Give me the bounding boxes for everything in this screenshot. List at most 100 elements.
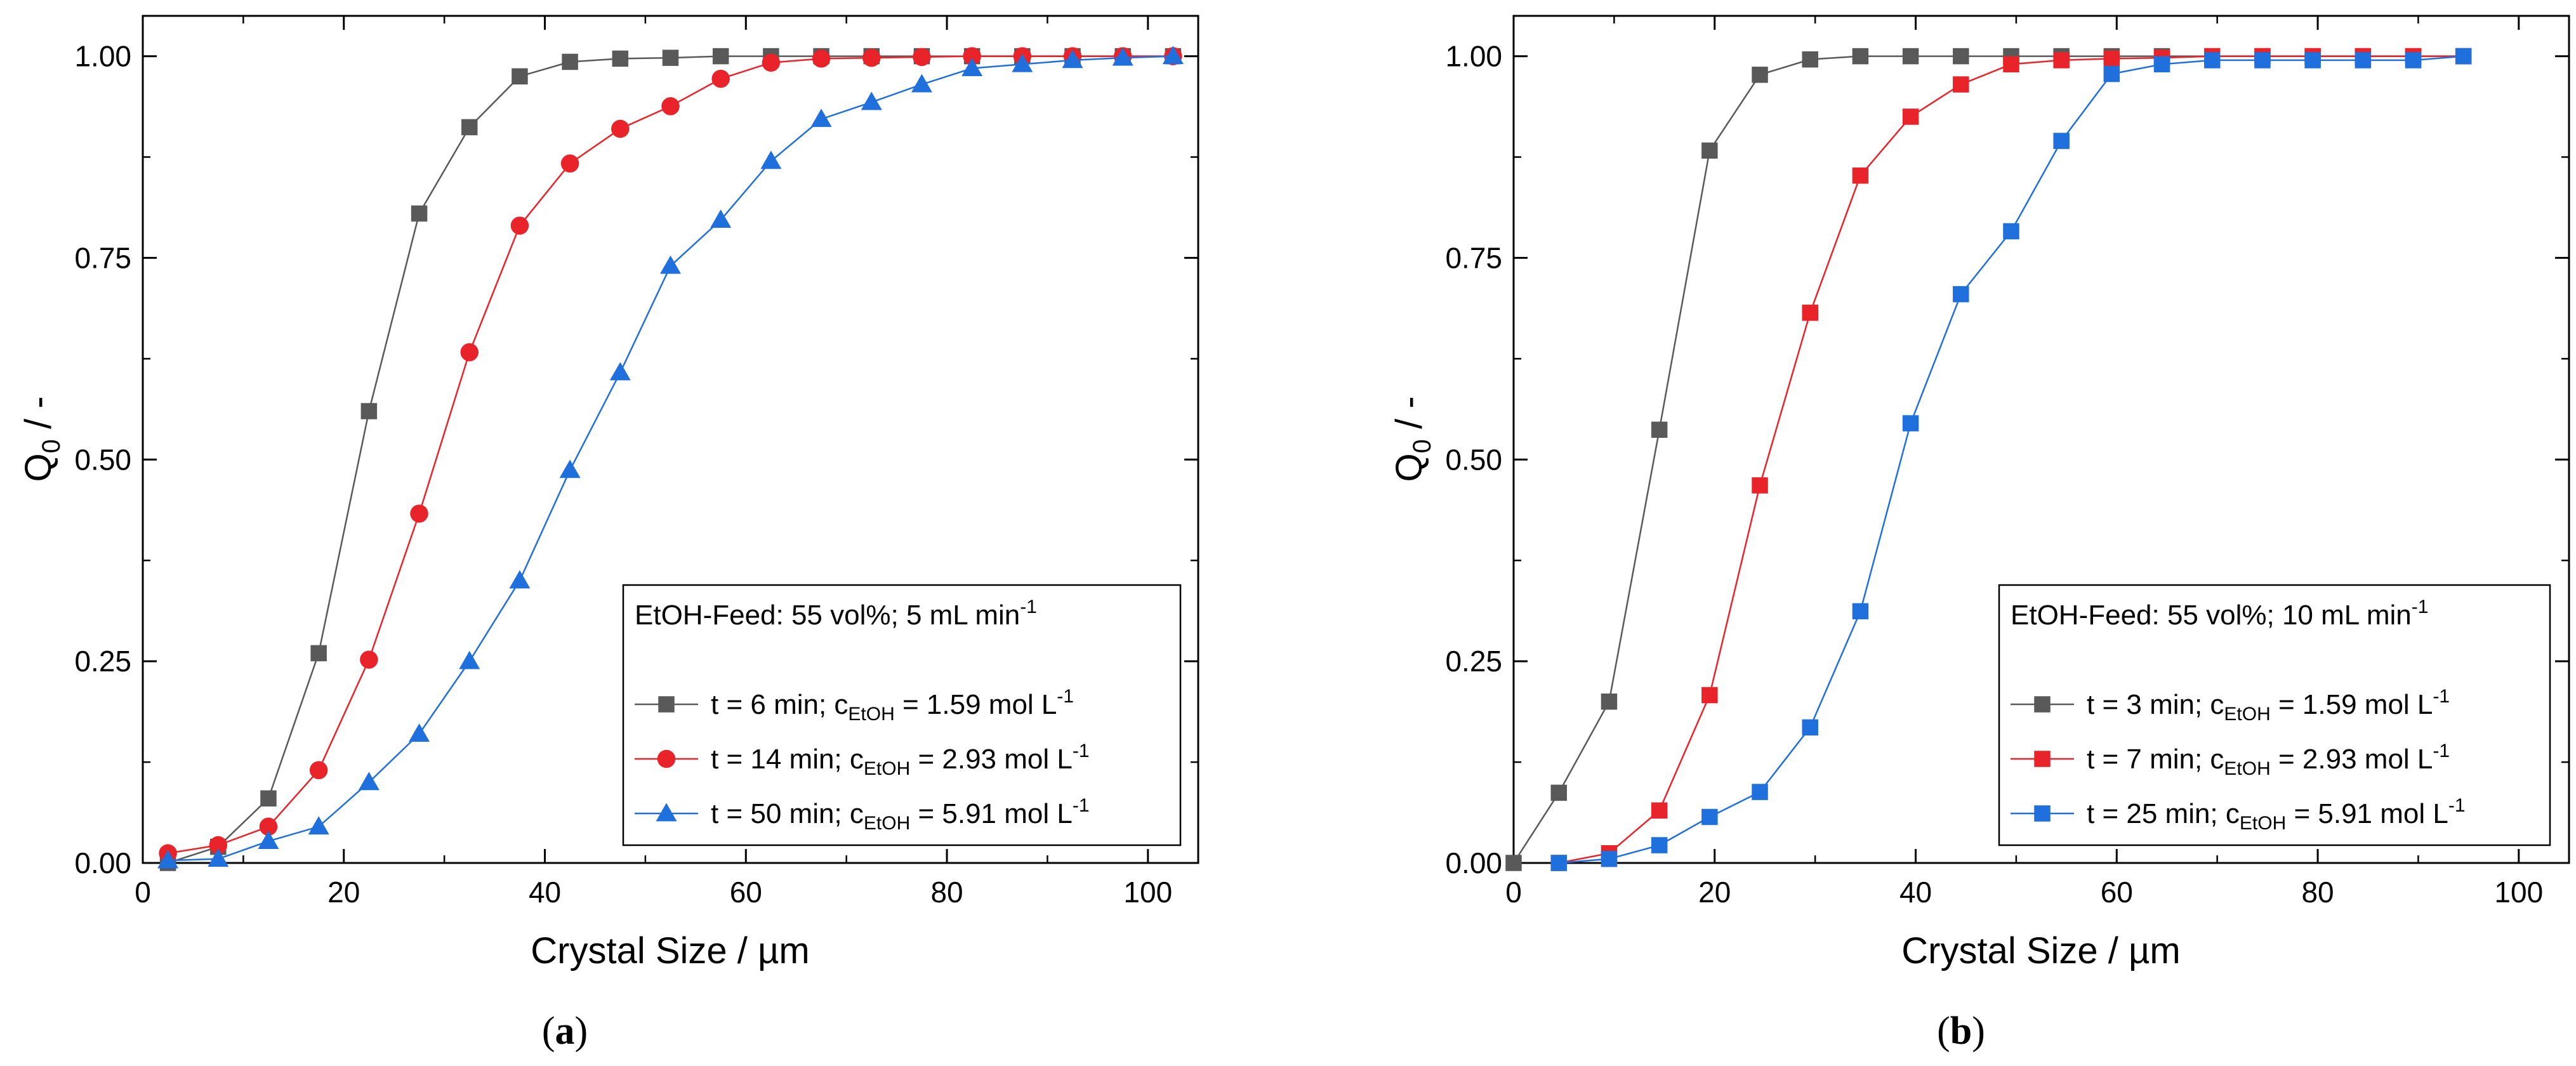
legend-label-prefix: t = 14 min; c xyxy=(711,744,864,775)
legend-label-prefix: t = 25 min; c xyxy=(2087,798,2240,829)
data-point xyxy=(309,761,328,780)
data-point xyxy=(2153,56,2170,73)
legend-label: t = 6 min; cEtOH = 1.59 mol L-1 xyxy=(711,686,1074,725)
data-point xyxy=(459,650,480,669)
chart-panel-a: 0 20 40 60 80 100 0.00 0.25 0.50 0.75 1.00 Crystal… xyxy=(18,15,1199,1053)
x-tick-label: 60 xyxy=(730,876,762,909)
x-tick-label: 40 xyxy=(1899,876,1932,909)
series-3 xyxy=(1550,48,2472,871)
x-tick-label: 40 xyxy=(529,876,561,909)
data-point xyxy=(2304,52,2321,69)
y-tick-label: 0.00 xyxy=(1445,846,1502,879)
data-point xyxy=(509,570,531,589)
data-point xyxy=(810,109,832,128)
legend-entries: t = 3 min; cEtOH = 1.59 mol L-1t = 7 min… xyxy=(2011,686,2466,834)
data-point xyxy=(1601,850,1618,867)
legend-title-sup: -1 xyxy=(1020,596,1037,617)
y-axis-label-main: Q xyxy=(18,453,59,482)
data-point xyxy=(1902,109,1919,125)
data-point xyxy=(2053,52,2070,69)
data-point xyxy=(2003,56,2019,73)
legend-label-prefix: t = 6 min; c xyxy=(711,689,848,720)
x-tick-label: 0 xyxy=(135,876,151,909)
data-point xyxy=(911,74,932,93)
legend-entry-2: t = 7 min; cEtOH = 2.93 mol L-1 xyxy=(2011,740,2450,779)
data-point xyxy=(1802,719,1818,736)
caption-letter: a xyxy=(555,1010,575,1053)
data-point xyxy=(2103,65,2120,82)
data-point xyxy=(461,119,478,136)
data-point xyxy=(308,816,329,835)
chart-panel-b: 0 20 40 60 80 100 0.00 0.25 0.50 0.75 1.00 Crystal… xyxy=(1389,15,2570,1053)
data-point xyxy=(1953,76,1969,93)
data-point xyxy=(409,723,430,742)
data-point xyxy=(760,150,782,169)
legend-box xyxy=(1998,584,2551,846)
legend: EtOH-Feed: 55 vol%; 10 mL min-1 t = 3 mi… xyxy=(1998,584,2551,846)
legend-title-main: EtOH-Feed: 55 vol%; 5 mL min xyxy=(635,600,1020,631)
y-axis-label-tail: / - xyxy=(1389,396,1430,439)
data-point xyxy=(510,216,529,235)
legend-label-sup: -1 xyxy=(1073,740,1090,761)
x-axis-label: Crystal Size / µm xyxy=(531,930,809,971)
legend-label-mid: = 5.91 mol L xyxy=(2286,798,2448,829)
panel-caption: (b) xyxy=(1937,1010,1985,1053)
data-point xyxy=(2203,52,2221,69)
data-point xyxy=(2455,48,2472,65)
legend-label-mid: = 2.93 mol L xyxy=(910,744,1073,775)
legend-box xyxy=(622,584,1182,846)
data-point xyxy=(1550,784,1568,801)
x-tick-label: 100 xyxy=(2494,876,2543,909)
legend-entry-3: t = 25 min; cEtOH = 5.91 mol L-1 xyxy=(2011,795,2466,834)
plot-frame xyxy=(142,15,1199,864)
y-axis-label-main: Q xyxy=(1389,453,1430,482)
data-point xyxy=(2355,52,2372,69)
legend-label-sup: -1 xyxy=(1073,795,1090,816)
legend-label-mid: = 5.91 mol L xyxy=(910,798,1073,829)
axis-ticks: 0 20 40 60 80 100 0.00 0.25 0.50 0.75 1.00 xyxy=(74,16,1198,909)
x-tick-label: 60 xyxy=(2101,876,2133,909)
x-axis-label: Crystal Size / µm xyxy=(1901,930,2180,971)
data-point xyxy=(712,48,729,65)
data-point xyxy=(1701,808,1718,826)
legend-entry-2: t = 14 min; cEtOH = 2.93 mol L-1 xyxy=(635,740,1090,779)
legend-entry-3: t = 50 min; cEtOH = 5.91 mol L-1 xyxy=(635,795,1090,834)
y-tick-label: 0.00 xyxy=(74,846,131,879)
legend-marker xyxy=(2034,751,2051,767)
data-point xyxy=(209,836,228,855)
legend-title-sup: -1 xyxy=(2412,596,2429,617)
data-point xyxy=(460,343,479,362)
data-point xyxy=(1651,802,1668,819)
data-point xyxy=(1012,53,1033,72)
y-axis-label-tail: / - xyxy=(18,396,59,439)
legend-label-sub: EtOH xyxy=(864,813,910,834)
data-point xyxy=(310,645,327,662)
legend-entry-1: t = 6 min; cEtOH = 1.59 mol L-1 xyxy=(635,686,1074,725)
data-point xyxy=(512,68,528,85)
y-tick-label: 1.00 xyxy=(1445,40,1502,73)
y-axis-label-sub: 0 xyxy=(1408,439,1436,453)
data-point xyxy=(662,49,679,66)
legend-label: t = 14 min; cEtOH = 2.93 mol L-1 xyxy=(711,740,1090,779)
data-point xyxy=(2103,50,2120,67)
y-tick-label: 0.25 xyxy=(1445,645,1502,678)
caption-letter: b xyxy=(1950,1010,1972,1053)
legend-entries: t = 6 min; cEtOH = 1.59 mol L-1 t = 14 mi… xyxy=(635,686,1090,834)
legend-label-prefix: t = 7 min; c xyxy=(2087,744,2224,775)
caption-open: ( xyxy=(1937,1010,1950,1053)
legend-label-sub: EtOH xyxy=(864,758,910,779)
data-point xyxy=(1953,286,1969,303)
data-point xyxy=(1802,305,1818,321)
data-point xyxy=(1651,421,1668,438)
legend-label-sup: -1 xyxy=(2448,795,2466,816)
data-point xyxy=(1902,48,1919,65)
data-point xyxy=(410,504,428,523)
x-tick-label: 20 xyxy=(327,876,360,909)
data-point xyxy=(2254,52,2271,69)
legend-label-sup: -1 xyxy=(2433,740,2450,761)
legend-title-main: EtOH-Feed: 55 vol%; 10 mL min xyxy=(2011,600,2412,631)
data-point xyxy=(559,459,581,478)
y-axis-label: Q0 / - xyxy=(18,396,65,482)
caption-close: ) xyxy=(575,1010,588,1053)
